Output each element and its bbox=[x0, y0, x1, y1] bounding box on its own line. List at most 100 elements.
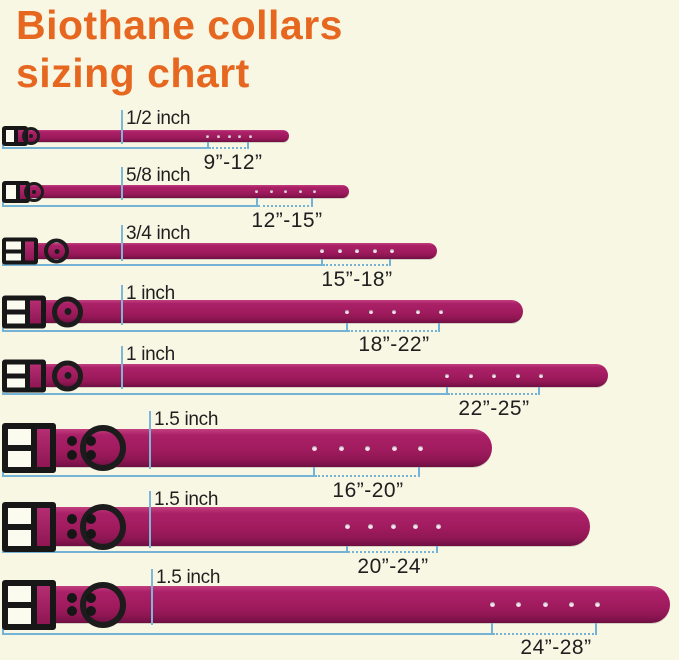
rivet-icon bbox=[66, 606, 77, 617]
buckle-tongue bbox=[25, 300, 31, 323]
bracket-tick bbox=[311, 198, 313, 207]
buckle-midbar bbox=[8, 523, 37, 530]
buckle-strap-fill bbox=[36, 429, 50, 467]
page-title-line2: sizing chart bbox=[16, 49, 250, 96]
width-indicator-line bbox=[121, 285, 123, 325]
hole-dot bbox=[516, 602, 522, 607]
collar-strap bbox=[8, 586, 670, 623]
width-label: 5/8 inch bbox=[126, 165, 191, 186]
rivets bbox=[62, 591, 100, 618]
size-range-label: 18”-22” bbox=[358, 333, 430, 356]
hole-dot bbox=[418, 445, 423, 451]
bracket-tick bbox=[438, 323, 440, 332]
collar-strap bbox=[8, 243, 437, 259]
bracket-tick bbox=[313, 467, 315, 477]
rivet-icon bbox=[85, 450, 96, 460]
bracket-tick bbox=[346, 546, 348, 553]
bracket-tick bbox=[321, 259, 323, 266]
hole-dot bbox=[515, 373, 520, 378]
d-ring-icon bbox=[52, 360, 83, 391]
buckle-strap-fill bbox=[30, 300, 41, 323]
hole-dot bbox=[392, 309, 396, 314]
rivets bbox=[62, 434, 100, 462]
collar-holes bbox=[312, 445, 423, 451]
buckle-strap-fill bbox=[36, 585, 50, 624]
hole-dot bbox=[390, 249, 394, 253]
bracket-solid-line bbox=[2, 633, 491, 635]
ring-pin bbox=[32, 189, 36, 194]
bracket-solid-line bbox=[2, 551, 346, 553]
rivet-icon bbox=[66, 592, 77, 603]
bracket-tick bbox=[256, 198, 258, 207]
page-title: Biothane collars sizing chart bbox=[16, 2, 343, 97]
width-indicator-line bbox=[151, 569, 153, 625]
collar-strap bbox=[8, 130, 289, 142]
ring-pin bbox=[64, 372, 71, 379]
bracket-tick bbox=[2, 198, 4, 207]
hole-dot bbox=[269, 190, 273, 193]
size-range-label: 16”-20” bbox=[332, 479, 404, 502]
buckle-icon bbox=[2, 423, 56, 473]
hole-dot bbox=[439, 309, 443, 314]
hole-dot bbox=[345, 309, 349, 314]
hole-dot bbox=[255, 190, 258, 193]
hole-dot bbox=[298, 190, 302, 193]
buckle-icon bbox=[2, 501, 56, 552]
collar-strap bbox=[8, 429, 492, 467]
buckle-tongue bbox=[21, 241, 26, 261]
o-ring-icon bbox=[24, 181, 44, 202]
buckle-strap-fill bbox=[19, 184, 26, 199]
collar-holes bbox=[345, 309, 443, 314]
hole-dot bbox=[391, 445, 397, 451]
bracket-solid-line bbox=[2, 147, 207, 149]
buckle-midbar bbox=[8, 445, 37, 451]
collar-holes bbox=[445, 373, 543, 378]
width-label: 3/4 inch bbox=[126, 223, 191, 244]
buckle-tongue bbox=[15, 184, 20, 199]
hole-dot bbox=[415, 309, 420, 314]
rivet-icon bbox=[85, 514, 96, 525]
bracket-tick bbox=[2, 623, 4, 635]
hole-dot bbox=[367, 524, 373, 529]
hole-dot bbox=[216, 134, 220, 138]
buckle-midbar bbox=[8, 601, 37, 608]
bracket-tick bbox=[247, 142, 249, 149]
ring-pin bbox=[64, 308, 71, 315]
bracket-solid-line bbox=[2, 205, 256, 207]
buckle-tongue bbox=[14, 130, 19, 142]
hole-dot bbox=[368, 309, 373, 314]
bracket-dotted-line bbox=[493, 633, 597, 635]
bracket-tick bbox=[2, 259, 4, 266]
bracket-tick bbox=[595, 623, 597, 635]
buckle-icon bbox=[2, 180, 30, 203]
bracket-tick bbox=[2, 546, 4, 553]
bracket-tick bbox=[436, 546, 438, 553]
collar-strap bbox=[8, 507, 590, 546]
hole-dot bbox=[345, 524, 350, 529]
bracket-tick bbox=[491, 623, 493, 635]
bracket-tick bbox=[2, 323, 4, 332]
hole-dot bbox=[445, 373, 449, 378]
d-ring-icon bbox=[80, 425, 126, 471]
collar-holes bbox=[490, 602, 600, 607]
width-indicator-line bbox=[149, 491, 151, 548]
bracket-solid-line bbox=[2, 393, 446, 395]
buckle-strap-fill bbox=[18, 130, 24, 142]
size-range-label: 9”-12” bbox=[203, 151, 263, 174]
bracket-tick bbox=[446, 387, 448, 395]
size-range-label: 15”-18” bbox=[321, 268, 393, 291]
width-label: 1/2 inch bbox=[126, 108, 191, 129]
hole-dot bbox=[338, 445, 344, 451]
rivet-icon bbox=[85, 436, 96, 446]
hole-dot bbox=[539, 373, 543, 378]
hole-dot bbox=[249, 134, 252, 138]
buckle-strap-fill bbox=[25, 241, 34, 261]
width-label: 1.5 inch bbox=[154, 409, 219, 430]
bracket-solid-line bbox=[2, 475, 313, 477]
bracket-dotted-line bbox=[348, 330, 440, 332]
hole-dot bbox=[492, 373, 496, 378]
width-indicator-line bbox=[149, 411, 151, 469]
hole-dot bbox=[312, 445, 317, 451]
